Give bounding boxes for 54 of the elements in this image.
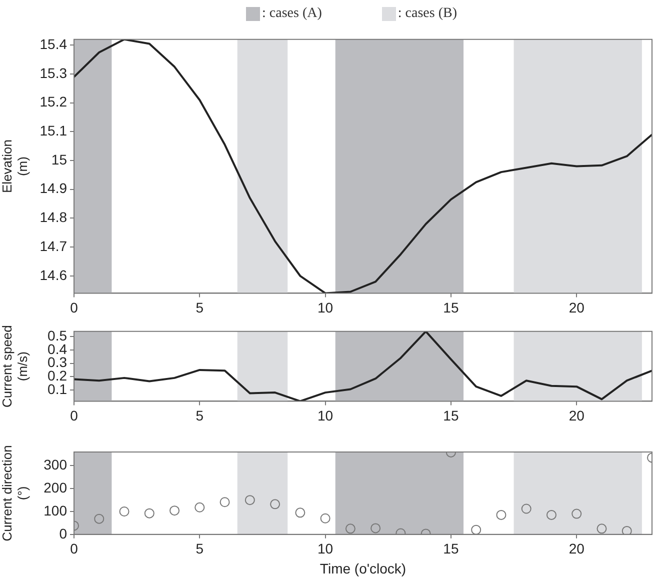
- y-tick-label: 0.1: [48, 380, 68, 397]
- x-axis-title: Time (o'clock): [320, 560, 406, 576]
- y-tick-label: 100: [44, 502, 68, 518]
- point: [496, 510, 506, 520]
- point: [471, 524, 482, 534]
- y-tick-label: 200: [44, 479, 68, 496]
- x-tick-label: 15: [443, 407, 459, 424]
- point: [572, 508, 582, 519]
- y-tick-label: 15.3: [40, 64, 68, 81]
- point: [546, 510, 556, 520]
- y-tick-label: 14.9: [40, 180, 68, 196]
- x-tick-label: 0: [70, 299, 78, 316]
- point: [521, 504, 532, 514]
- y-axis-title: Elevation (m): [0, 140, 30, 194]
- point: [370, 523, 381, 534]
- y-tick-label: 0: [59, 525, 68, 542]
- x-tick-label: 10: [318, 407, 334, 424]
- y-tick-label: 15.1: [40, 122, 68, 139]
- legend-label: : cases (B): [396, 6, 457, 22]
- x-tick-label: 15: [443, 299, 459, 316]
- point: [320, 513, 330, 524]
- x-tick-label: 10: [318, 540, 334, 557]
- y-tick-label: 14.7: [40, 238, 68, 254]
- x-tick-label: 5: [196, 407, 204, 424]
- point: [270, 499, 280, 510]
- y-tick-label: 15.2: [40, 94, 68, 110]
- x-tick-label: 20: [568, 407, 585, 424]
- point: [170, 506, 180, 516]
- point: [622, 526, 632, 534]
- legend-label: : cases (A): [261, 6, 322, 22]
- point: [295, 508, 306, 518]
- x-tick-label: 0: [70, 540, 78, 557]
- y-tick-label: 15.4: [40, 36, 68, 52]
- point: [119, 506, 130, 517]
- y-axis-title: Current speed (m/s): [0, 325, 30, 408]
- point: [345, 524, 356, 534]
- x-tick-label: 0: [70, 407, 78, 424]
- point: [220, 497, 230, 508]
- x-tick-label: 5: [196, 540, 204, 557]
- x-tick-label: 15: [443, 540, 459, 557]
- point: [194, 502, 205, 512]
- y-tick-label: 15: [51, 151, 68, 168]
- point: [244, 495, 255, 506]
- point: [596, 524, 607, 534]
- point: [144, 508, 154, 518]
- x-tick-label: 5: [196, 299, 204, 316]
- x-tick-label: 20: [568, 299, 585, 316]
- x-tick-label: 20: [568, 540, 585, 557]
- x-tick-label: 10: [318, 299, 334, 316]
- y-axis-title: Current direction (°): [0, 445, 30, 542]
- y-tick-label: 300: [44, 456, 68, 473]
- y-tick-label: 14.8: [40, 209, 68, 226]
- y-tick-label: 14.6: [40, 266, 68, 283]
- point: [94, 514, 104, 524]
